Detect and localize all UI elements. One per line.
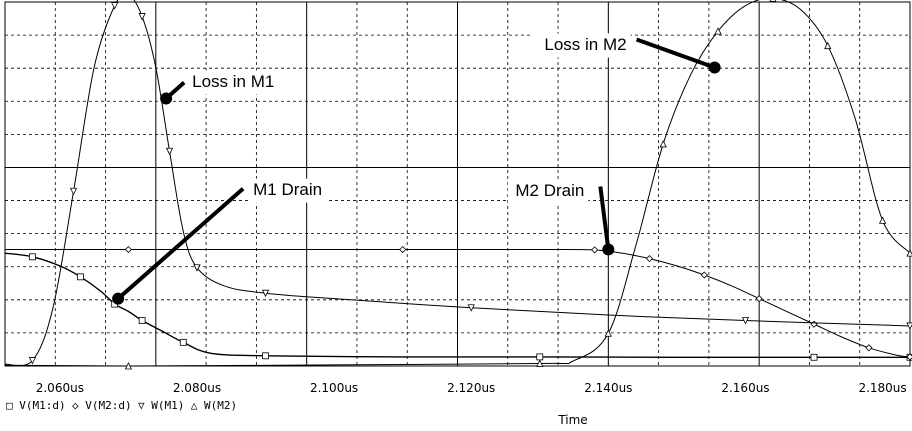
grid bbox=[4, 1, 911, 367]
annotation-leader bbox=[116, 187, 245, 301]
annotations-layer: Loss in M1 M1 Drain Loss in M2 M2 Drain bbox=[112, 33, 721, 305]
data-point bbox=[591, 246, 599, 254]
data-point bbox=[399, 245, 407, 254]
annotation-label: Loss in M1 bbox=[192, 72, 274, 91]
legend: □ V(M1:d) ◇ V(M2:d) ▽ W(M1) △ W(M2) bbox=[6, 399, 237, 412]
annotation-leader bbox=[598, 186, 611, 250]
plot-frame bbox=[4, 1, 911, 367]
annotation-label: M1 Drain bbox=[253, 180, 322, 199]
data-point bbox=[467, 304, 475, 312]
series-2 bbox=[5, 245, 912, 361]
annotation-label-bg bbox=[187, 70, 286, 95]
data-point bbox=[714, 27, 722, 35]
data-point bbox=[261, 289, 270, 298]
annotation: Loss in M2 bbox=[532, 33, 721, 74]
legend-item: □ V(M1:d) bbox=[6, 399, 66, 412]
data-point bbox=[769, 0, 777, 2]
data-point bbox=[124, 245, 132, 254]
x-ticks: 2.060us 2.080us 2.100us 2.120us 2.140us 2.160… bbox=[36, 381, 907, 395]
annotation-dot bbox=[602, 243, 615, 256]
series-line bbox=[4, 0, 911, 367]
data-point bbox=[111, 2, 119, 10]
data-point bbox=[824, 41, 832, 50]
annotation-dot bbox=[160, 92, 173, 105]
annotation-label-bg bbox=[507, 179, 589, 204]
legend-item: ◇ V(M2:d) bbox=[72, 399, 132, 412]
x-tick-label: 2.080us bbox=[173, 381, 221, 395]
data-point bbox=[77, 273, 84, 281]
series-4 bbox=[4, 0, 912, 370]
data-point bbox=[659, 140, 667, 148]
data-point bbox=[165, 147, 174, 156]
annotation-label: M2 Drain bbox=[515, 181, 584, 200]
data-point bbox=[193, 264, 201, 272]
data-point bbox=[29, 253, 36, 261]
annotation-leader bbox=[635, 37, 716, 70]
annotation-label-bg bbox=[248, 178, 329, 203]
data-point bbox=[604, 329, 612, 337]
x-tick-label: 2.140us bbox=[584, 381, 632, 395]
annotation: M2 Drain bbox=[507, 179, 615, 256]
data-point bbox=[810, 320, 818, 328]
series-3 bbox=[4, 0, 912, 367]
x-tick-label: 2.160us bbox=[721, 381, 769, 395]
data-point bbox=[906, 353, 912, 361]
data-point bbox=[700, 271, 708, 279]
data-point bbox=[741, 317, 750, 325]
data-point bbox=[536, 359, 544, 367]
annotation: M1 Drain bbox=[112, 178, 329, 305]
x-tick-label: 2.100us bbox=[310, 381, 358, 395]
data-point bbox=[124, 362, 133, 370]
data-point bbox=[138, 13, 146, 21]
data-point bbox=[262, 352, 269, 360]
annotation: Loss in M1 bbox=[160, 70, 286, 105]
legend-item: △ W(M2) bbox=[191, 399, 237, 412]
x-tick-label: 2.180us bbox=[858, 381, 906, 395]
data-point bbox=[878, 216, 887, 224]
data-point bbox=[755, 295, 763, 303]
series-layer bbox=[4, 0, 912, 370]
data-point bbox=[28, 357, 37, 365]
annotation-dot bbox=[708, 61, 721, 74]
data-point bbox=[138, 317, 146, 324]
annotation-label-bg bbox=[532, 33, 631, 58]
annotation-label: Loss in M2 bbox=[544, 35, 626, 54]
data-point bbox=[645, 255, 654, 263]
data-point bbox=[810, 353, 818, 361]
legend-item: ▽ W(M1) bbox=[138, 399, 184, 412]
series-line bbox=[5, 248, 911, 358]
data-point bbox=[179, 338, 187, 346]
data-point bbox=[865, 344, 873, 352]
data-point bbox=[536, 353, 544, 361]
data-point bbox=[69, 187, 78, 196]
x-axis-title: Time bbox=[557, 413, 587, 427]
x-tick-label: 2.120us bbox=[447, 381, 495, 395]
x-tick-label: 2.060us bbox=[36, 381, 84, 395]
annotation-dot bbox=[112, 292, 125, 305]
